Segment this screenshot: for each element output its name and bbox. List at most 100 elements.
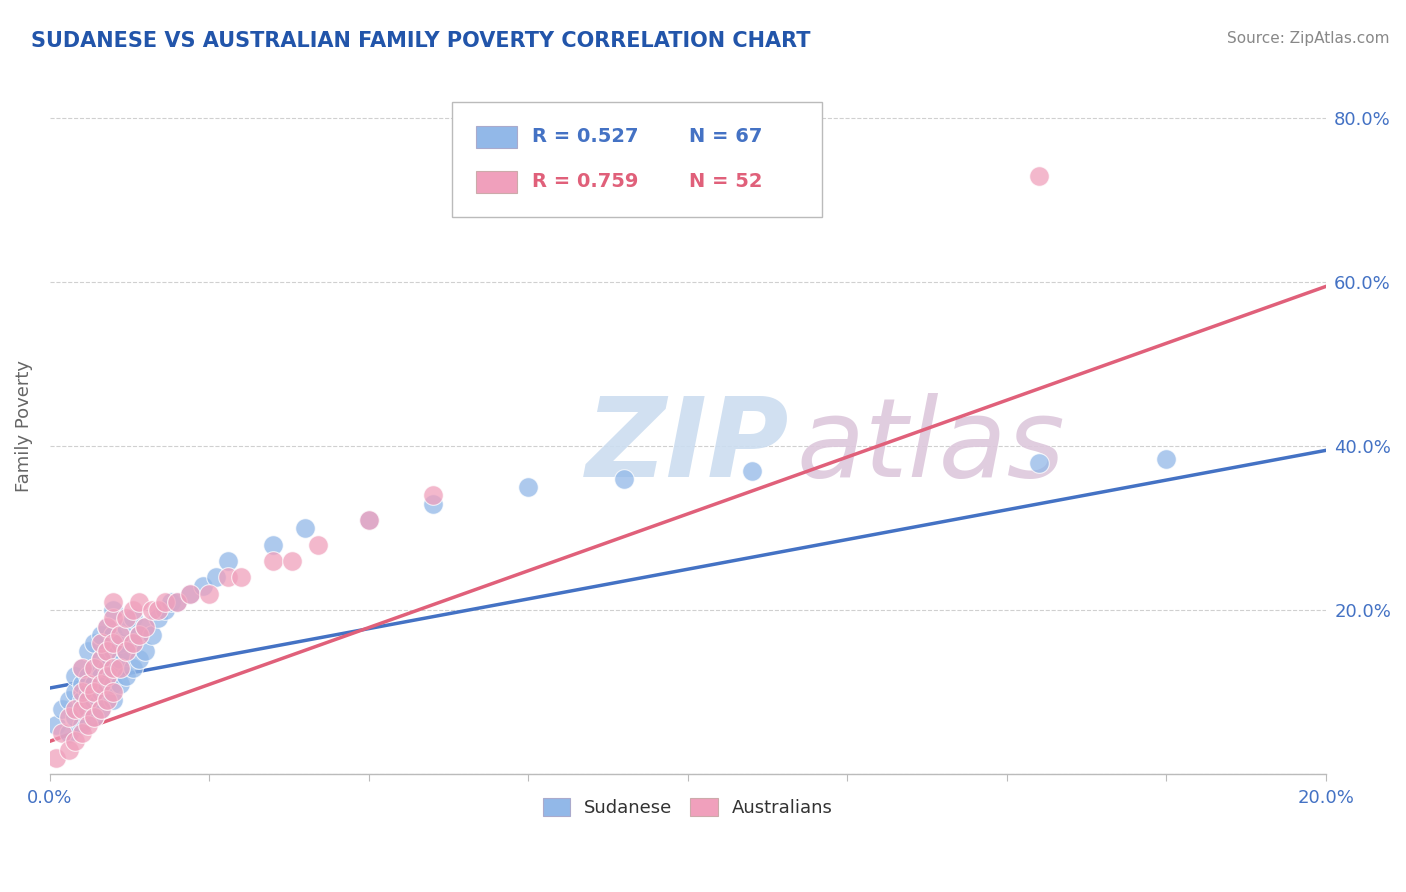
Point bbox=[45, 750, 67, 764]
Point bbox=[103, 685, 125, 699]
Point bbox=[160, 595, 183, 609]
Point bbox=[146, 603, 169, 617]
Point bbox=[121, 636, 143, 650]
Point bbox=[422, 488, 444, 502]
Point bbox=[58, 726, 80, 740]
Point bbox=[83, 710, 105, 724]
Point bbox=[134, 644, 156, 658]
Point bbox=[217, 554, 239, 568]
Y-axis label: Family Poverty: Family Poverty bbox=[15, 359, 32, 491]
Point bbox=[103, 644, 125, 658]
Point bbox=[115, 644, 138, 658]
Point bbox=[70, 718, 93, 732]
Point bbox=[63, 685, 86, 699]
Point bbox=[103, 628, 125, 642]
Point bbox=[422, 497, 444, 511]
Point bbox=[77, 701, 100, 715]
Point bbox=[70, 693, 93, 707]
Point bbox=[134, 619, 156, 633]
Legend: Sudanese, Australians: Sudanese, Australians bbox=[536, 790, 839, 824]
Point bbox=[77, 669, 100, 683]
Point bbox=[179, 587, 201, 601]
Point bbox=[103, 595, 125, 609]
Point bbox=[96, 693, 118, 707]
Text: R = 0.759: R = 0.759 bbox=[531, 172, 638, 192]
Point bbox=[63, 701, 86, 715]
Point bbox=[146, 611, 169, 625]
Point bbox=[103, 693, 125, 707]
Point bbox=[51, 701, 73, 715]
Point bbox=[77, 693, 100, 707]
Point bbox=[90, 677, 112, 691]
Point bbox=[153, 603, 176, 617]
Point bbox=[108, 652, 131, 666]
Point bbox=[166, 595, 188, 609]
Point bbox=[70, 685, 93, 699]
Point bbox=[741, 464, 763, 478]
Point bbox=[96, 644, 118, 658]
Point bbox=[191, 579, 214, 593]
Point bbox=[96, 660, 118, 674]
Text: Source: ZipAtlas.com: Source: ZipAtlas.com bbox=[1226, 31, 1389, 46]
Point bbox=[121, 611, 143, 625]
Point bbox=[63, 734, 86, 748]
Point bbox=[128, 652, 150, 666]
Point bbox=[262, 554, 284, 568]
Point bbox=[45, 718, 67, 732]
Point bbox=[141, 628, 163, 642]
Point bbox=[115, 644, 138, 658]
Point bbox=[58, 710, 80, 724]
Point bbox=[70, 726, 93, 740]
Point bbox=[121, 660, 143, 674]
Point bbox=[128, 628, 150, 642]
Point bbox=[90, 701, 112, 715]
Text: ZIP: ZIP bbox=[586, 393, 789, 500]
Point bbox=[77, 644, 100, 658]
Point bbox=[108, 628, 131, 642]
Point bbox=[229, 570, 252, 584]
FancyBboxPatch shape bbox=[475, 170, 517, 193]
Point bbox=[83, 710, 105, 724]
Point bbox=[83, 636, 105, 650]
Point bbox=[134, 619, 156, 633]
Point bbox=[1028, 456, 1050, 470]
Point bbox=[58, 693, 80, 707]
Point bbox=[103, 636, 125, 650]
Text: N = 52: N = 52 bbox=[689, 172, 762, 192]
Point bbox=[70, 677, 93, 691]
Point bbox=[357, 513, 380, 527]
Text: atlas: atlas bbox=[796, 393, 1064, 500]
Point bbox=[115, 611, 138, 625]
Point bbox=[96, 693, 118, 707]
Point bbox=[90, 669, 112, 683]
Point bbox=[96, 619, 118, 633]
Point bbox=[141, 603, 163, 617]
Point bbox=[83, 660, 105, 674]
FancyBboxPatch shape bbox=[475, 126, 517, 148]
Point bbox=[121, 636, 143, 650]
Point bbox=[63, 710, 86, 724]
Text: SUDANESE VS AUSTRALIAN FAMILY POVERTY CORRELATION CHART: SUDANESE VS AUSTRALIAN FAMILY POVERTY CO… bbox=[31, 31, 810, 51]
Point bbox=[115, 669, 138, 683]
Point bbox=[83, 693, 105, 707]
Point bbox=[63, 669, 86, 683]
Point bbox=[128, 595, 150, 609]
Point bbox=[262, 538, 284, 552]
FancyBboxPatch shape bbox=[451, 102, 821, 217]
Point bbox=[108, 660, 131, 674]
Point bbox=[96, 644, 118, 658]
Point bbox=[1154, 451, 1177, 466]
Text: N = 67: N = 67 bbox=[689, 128, 762, 146]
Point bbox=[90, 685, 112, 699]
Point bbox=[281, 554, 304, 568]
Point bbox=[517, 480, 540, 494]
Point bbox=[83, 677, 105, 691]
Point bbox=[294, 521, 316, 535]
Point bbox=[103, 603, 125, 617]
Point bbox=[96, 669, 118, 683]
Point bbox=[179, 587, 201, 601]
Point bbox=[96, 677, 118, 691]
Point bbox=[77, 677, 100, 691]
Point bbox=[83, 685, 105, 699]
Point bbox=[90, 652, 112, 666]
